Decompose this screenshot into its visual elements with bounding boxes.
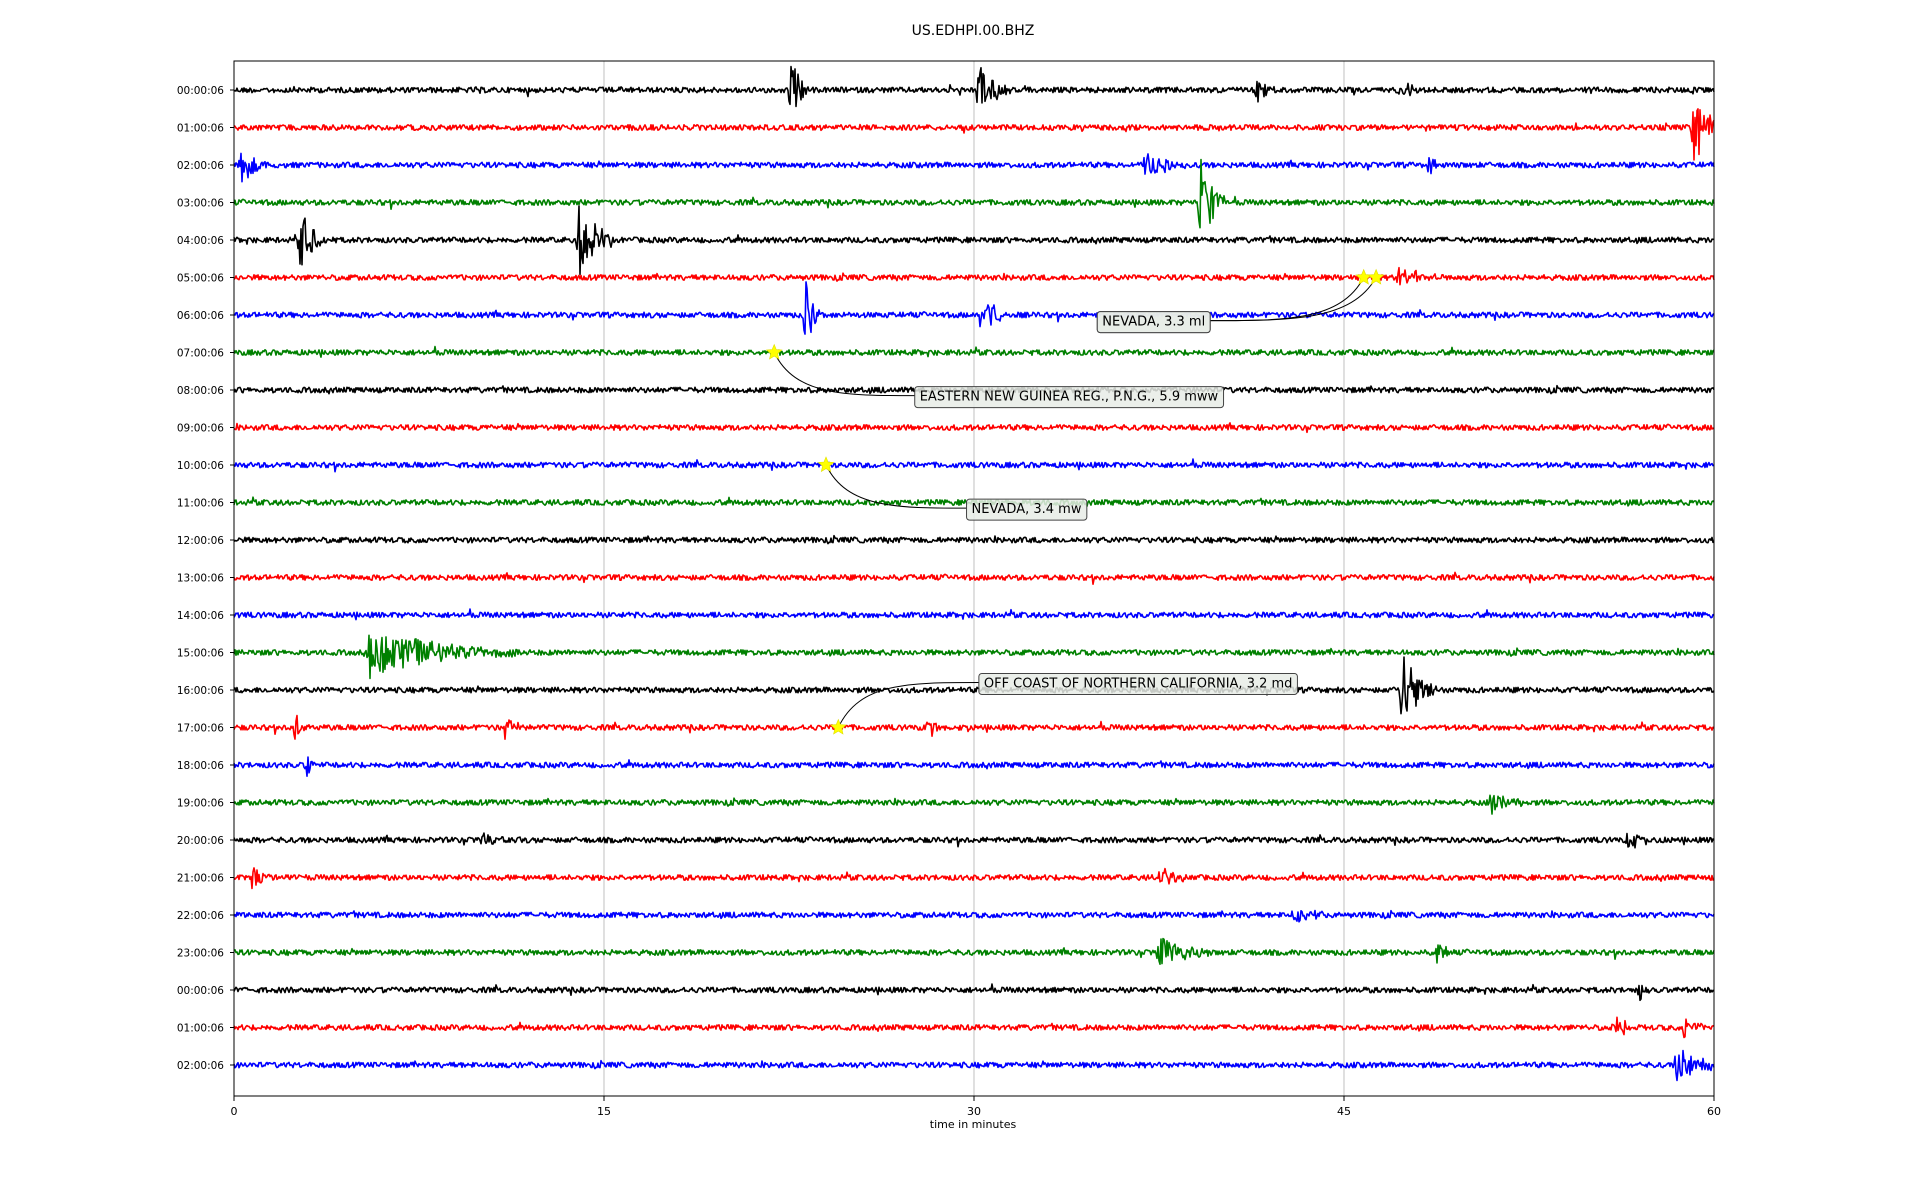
seismogram-trace: [233, 756, 1715, 777]
row-time-label: 02:00:06: [177, 1060, 224, 1072]
event-star-marker: [1355, 268, 1373, 285]
row-time-label: 11:00:06: [177, 498, 224, 510]
seismogram-trace: [233, 608, 1715, 621]
x-tick-label: 0: [231, 1105, 238, 1118]
seismogram-trace: [233, 205, 1714, 275]
event-connector: [1210, 277, 1377, 322]
row-time-label: 13:00:06: [177, 573, 224, 585]
event-connector: [773, 352, 915, 397]
row-time-label: 00:00:06: [177, 985, 224, 997]
seismogram-trace: [233, 634, 1715, 680]
row-time-label: 16:00:06: [177, 685, 224, 697]
row-time-label: 01:00:06: [177, 1023, 224, 1035]
row-time-label: 03:00:06: [177, 198, 224, 210]
seismogram-trace: [233, 108, 1715, 161]
event-label: EASTERN NEW GUINEA REG., P.N.G., 5.9 mww: [920, 390, 1219, 405]
row-time-label: 02:00:06: [177, 160, 224, 172]
row-time-label: 09:00:06: [177, 423, 224, 435]
seismogram-trace: [233, 867, 1715, 890]
row-time-label: 22:00:06: [177, 910, 224, 922]
seismogram-trace: [233, 281, 1715, 335]
seismogram-trace: [233, 983, 1715, 1002]
event-star-marker: [1367, 268, 1385, 285]
x-tick-label: 30: [967, 1105, 981, 1118]
row-time-label: 20:00:06: [177, 835, 224, 847]
row-time-label: 12:00:06: [177, 535, 224, 547]
row-time-label: 06:00:06: [177, 310, 224, 322]
row-time-label: 01:00:06: [177, 123, 224, 135]
seismogram-trace: [233, 422, 1715, 434]
event-star-marker: [817, 456, 835, 473]
row-time-label: 19:00:06: [177, 798, 224, 810]
seismogram-trace: [233, 345, 1715, 358]
row-time-label: 14:00:06: [177, 610, 224, 622]
row-time-label: 05:00:06: [177, 273, 224, 285]
row-time-label: 04:00:06: [177, 235, 224, 247]
row-time-label: 17:00:06: [177, 723, 224, 735]
seismogram-trace: [233, 794, 1715, 815]
seismogram-trace: [233, 65, 1715, 108]
seismogram-trace: [233, 158, 1715, 229]
event-star-marker: [829, 718, 847, 735]
chart-title: US.EDHPI.00.BHZ: [912, 23, 1035, 39]
x-tick-label: 60: [1707, 1105, 1721, 1118]
row-time-label: 23:00:06: [177, 948, 224, 960]
seismogram-trace: [233, 1016, 1715, 1039]
event-label: OFF COAST OF NORTHERN CALIFORNIA, 3.2 md: [984, 677, 1293, 692]
row-time-label: 21:00:06: [177, 873, 224, 885]
seismogram-trace: [233, 909, 1715, 923]
seismogram-trace: [233, 458, 1715, 473]
seismogram-trace: [233, 832, 1715, 849]
row-time-label: 15:00:06: [177, 648, 224, 660]
event-label: NEVADA, 3.4 mw: [972, 502, 1082, 517]
x-axis-label: time in minutes: [930, 1118, 1017, 1131]
x-tick-label: 15: [597, 1105, 611, 1118]
event-star-marker: [765, 343, 783, 360]
x-tick-label: 45: [1337, 1105, 1351, 1118]
seismogram-traces: [233, 65, 1715, 1082]
event-label-box: [1096, 311, 1211, 334]
seismogram-trace: [233, 656, 1715, 715]
row-time-labels: 00:00:06 01:00:06 02:00:06 03:00:06 04:00:06…: [177, 85, 234, 1072]
event-connector: [825, 464, 967, 509]
event-label-box: [914, 386, 1225, 409]
event-connector: [837, 682, 979, 728]
x-axis-ticks: 0 15 30 45 60: [231, 1096, 1721, 1118]
row-time-label: 07:00:06: [177, 348, 224, 360]
row-time-label: 18:00:06: [177, 760, 224, 772]
seismogram-trace: [233, 937, 1715, 965]
row-time-label: 08:00:06: [177, 385, 224, 397]
event-label-box: [966, 498, 1088, 521]
seismogram-trace: [233, 1049, 1715, 1082]
event-label-box: [978, 673, 1298, 695]
seismogram-trace: [233, 152, 1715, 183]
seismogram-trace: [233, 714, 1715, 740]
seismogram-trace: [233, 534, 1715, 545]
row-time-label: 10:00:06: [177, 460, 224, 472]
seismogram-trace: [233, 266, 1715, 286]
seismogram-trace: [233, 571, 1715, 585]
row-time-label: 00:00:06: [177, 85, 224, 97]
event-label: NEVADA, 3.3 ml: [1102, 315, 1205, 330]
